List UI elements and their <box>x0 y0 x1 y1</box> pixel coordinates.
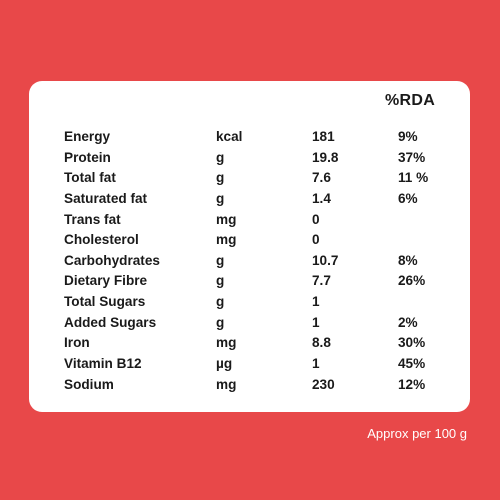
nutrient-rda: 26% <box>398 273 426 289</box>
nutrient-rda: 6% <box>398 190 418 206</box>
nutrient-name: Saturated fat <box>64 190 148 206</box>
nutrient-rda: 45% <box>398 356 426 372</box>
nutrient-value: 0 <box>312 211 320 227</box>
nutrient-rda: 9% <box>398 129 418 144</box>
nutrient-value: 8.8 <box>312 335 331 351</box>
nutrient-unit: g <box>216 314 225 330</box>
nutrient-unit: mg <box>216 335 237 351</box>
nutrient-row: Protein g 19.8 37% <box>29 148 470 169</box>
nutrient-name: Iron <box>64 335 90 351</box>
nutrient-value: 1 <box>312 356 320 372</box>
nutrient-unit: mg <box>216 232 237 248</box>
nutrient-row: Dietary Fibre g 7.7 26% <box>29 271 470 292</box>
nutrient-unit: kcal <box>216 129 243 144</box>
nutrient-name: Energy <box>64 129 111 144</box>
nutrient-rda: 37% <box>398 149 426 165</box>
nutrient-name: Vitamin B12 <box>64 356 142 372</box>
nutrient-unit: g <box>216 273 225 289</box>
nutrient-value: 1 <box>312 294 320 310</box>
nutrient-unit: g <box>216 149 225 165</box>
nutrient-unit: mg <box>216 376 237 392</box>
nutrient-name: Total fat <box>64 170 116 186</box>
nutrient-row: Vitamin B12 µg 1 45% <box>29 354 470 375</box>
nutrient-name: Sodium <box>64 376 114 392</box>
nutrient-value: 1 <box>312 314 320 330</box>
nutrient-row: Iron mg 8.8 30% <box>29 333 470 354</box>
nutrient-unit: µg <box>216 356 233 372</box>
nutrient-value: 0 <box>312 232 320 248</box>
nutrient-unit: g <box>216 252 225 268</box>
nutrient-row: Added Sugars g 1 2% <box>29 313 470 334</box>
nutrient-rda: 30% <box>398 335 426 351</box>
nutrient-row: Cholesterol mg 0 <box>29 230 470 251</box>
nutrient-unit: g <box>216 170 225 186</box>
nutrient-rda: 8% <box>398 252 418 268</box>
nutrient-row: Total fat g 7.6 11 % <box>29 168 470 189</box>
nutrient-value: 7.6 <box>312 170 331 186</box>
nutrient-row: Total Sugars g 1 <box>29 292 470 313</box>
nutrient-unit: mg <box>216 211 237 227</box>
nutrient-name: Added Sugars <box>64 314 157 330</box>
nutrient-value: 181 <box>312 129 335 144</box>
nutrient-value: 19.8 <box>312 149 339 165</box>
nutrient-unit: g <box>216 294 225 310</box>
nutrient-name: Trans fat <box>64 211 121 227</box>
nutrient-name: Carbohydrates <box>64 252 160 268</box>
nutrient-value: 1.4 <box>312 190 331 206</box>
nutrient-value: 10.7 <box>312 252 339 268</box>
nutrient-name: Total Sugars <box>64 294 146 310</box>
nutrient-rda: 12% <box>398 376 426 392</box>
serving-footnote: Approx per 100 g <box>367 426 467 441</box>
nutrient-row: Trans fat mg 0 <box>29 210 470 231</box>
nutrient-row: Sodium mg 230 12% <box>29 375 470 396</box>
nutrient-value: 7.7 <box>312 273 331 289</box>
nutrient-row: Carbohydrates g 10.7 8% <box>29 251 470 272</box>
nutrient-row: Saturated fat g 1.4 6% <box>29 189 470 210</box>
nutrient-rda: 11 % <box>398 170 429 186</box>
nutrition-table: Energy kcal 181 9% Protein g 19.8 37% Total fat g… <box>29 127 470 395</box>
nutrient-name: Protein <box>64 149 111 165</box>
nutrient-name: Cholesterol <box>64 232 139 248</box>
nutrient-value: 230 <box>312 376 335 392</box>
nutrient-name: Dietary Fibre <box>64 273 148 289</box>
nutrient-unit: g <box>216 190 225 206</box>
nutrient-rda: 2% <box>398 314 418 330</box>
nutrition-card: %RDA Energy kcal 181 9% Protein g 19.8 37% Total… <box>29 81 470 412</box>
rda-column-header: %RDA <box>385 92 436 109</box>
nutrient-row: Energy kcal 181 9% <box>29 127 470 148</box>
